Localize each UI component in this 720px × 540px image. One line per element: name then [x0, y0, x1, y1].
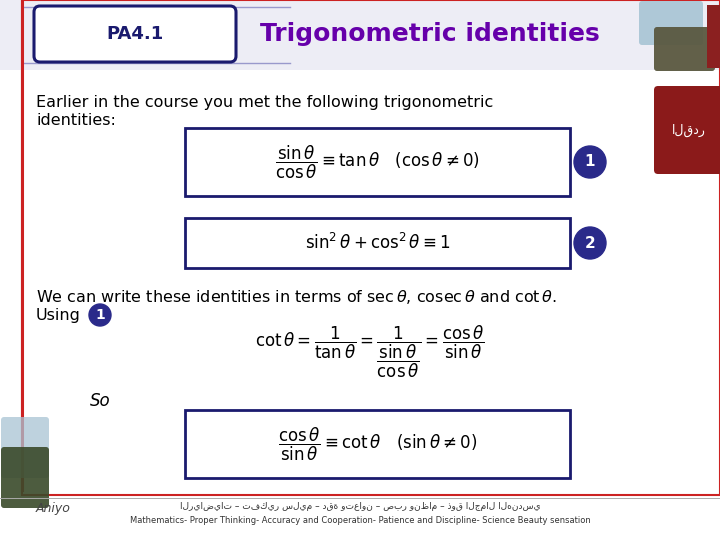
- Text: الرياضيات – تفكير سليم – دقة وتعاون – صبر ونظام – ذوق الجمال الهندسي: الرياضيات – تفكير سليم – دقة وتعاون – صب…: [180, 502, 540, 511]
- Text: 2: 2: [585, 235, 595, 251]
- FancyBboxPatch shape: [0, 0, 720, 70]
- FancyBboxPatch shape: [185, 128, 570, 196]
- Text: القدر: القدر: [672, 124, 706, 137]
- FancyBboxPatch shape: [1, 447, 49, 508]
- Text: So: So: [90, 392, 111, 410]
- FancyBboxPatch shape: [185, 218, 570, 268]
- FancyBboxPatch shape: [1, 417, 49, 478]
- Circle shape: [89, 304, 111, 326]
- Text: $\dfrac{\sin\theta}{\cos\theta} \equiv \tan\theta \quad (\cos\theta \neq 0)$: $\dfrac{\sin\theta}{\cos\theta} \equiv \…: [275, 144, 480, 180]
- Circle shape: [574, 146, 606, 178]
- Text: PA4.1: PA4.1: [107, 25, 163, 43]
- FancyBboxPatch shape: [639, 1, 703, 45]
- Text: 1: 1: [585, 154, 595, 170]
- Text: Trigonometric identities: Trigonometric identities: [260, 22, 600, 46]
- Circle shape: [574, 227, 606, 259]
- FancyBboxPatch shape: [34, 6, 236, 62]
- FancyBboxPatch shape: [707, 5, 720, 68]
- Text: Using: Using: [36, 308, 81, 323]
- Text: identities:: identities:: [36, 113, 116, 128]
- Text: $\dfrac{\cos\theta}{\sin\theta} \equiv \cot\theta \quad (\sin\theta \neq 0)$: $\dfrac{\cos\theta}{\sin\theta} \equiv \…: [278, 426, 477, 463]
- Text: Aniyo: Aniyo: [36, 502, 71, 515]
- FancyBboxPatch shape: [654, 27, 715, 71]
- Text: $\cot\theta = \dfrac{1}{\tan\theta} = \dfrac{1}{\dfrac{\sin\theta}{\cos\theta}} : $\cot\theta = \dfrac{1}{\tan\theta} = \d…: [255, 324, 485, 380]
- Text: Earlier in the course you met the following trigonometric: Earlier in the course you met the follow…: [36, 95, 493, 110]
- Text: Mathematics- Proper Thinking- Accuracy and Cooperation- Patience and Discipline-: Mathematics- Proper Thinking- Accuracy a…: [130, 516, 590, 525]
- Text: 1: 1: [95, 308, 105, 322]
- FancyBboxPatch shape: [654, 86, 720, 174]
- Text: $\sin^2\theta + \cos^2\theta \equiv 1$: $\sin^2\theta + \cos^2\theta \equiv 1$: [305, 233, 450, 253]
- Text: We can write these identities in terms of sec$\,\theta$, cosec$\,\theta$ and cot: We can write these identities in terms o…: [36, 288, 557, 306]
- FancyBboxPatch shape: [185, 410, 570, 478]
